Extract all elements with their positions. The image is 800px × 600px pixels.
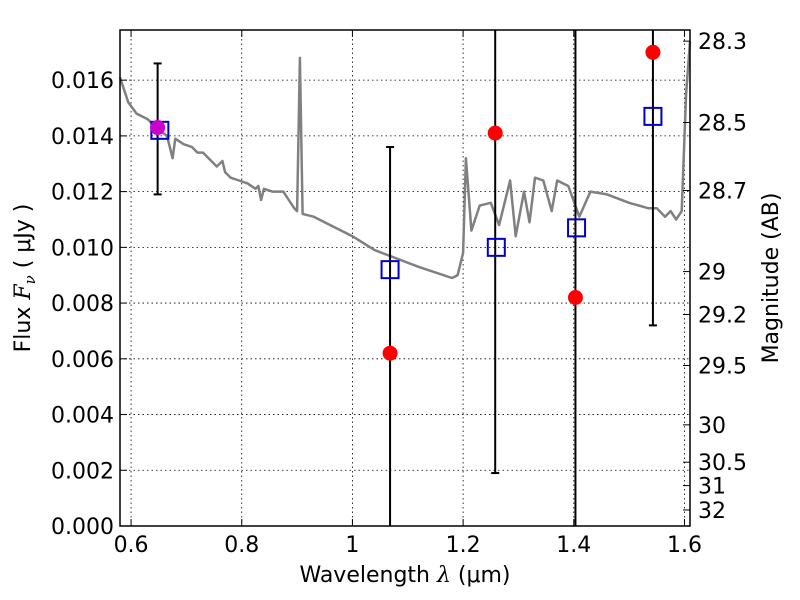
- y-tick-label: 0.008: [51, 292, 114, 317]
- y-tick-label: 0.012: [51, 181, 114, 206]
- data-layer: [118, 30, 692, 526]
- x-tick-label: 0.6: [114, 533, 149, 558]
- observed-flux-point: [150, 120, 166, 136]
- y2-tick-label: 28.5: [698, 112, 747, 137]
- x-tick-label: 0.8: [224, 533, 259, 558]
- grid: [120, 30, 690, 526]
- model-band-square: [643, 106, 663, 126]
- model-band-square: [486, 237, 506, 257]
- x-tick-label: 1: [345, 533, 359, 558]
- y-tick-label: 0.014: [51, 125, 114, 150]
- y2-tick-label: 29: [698, 261, 726, 286]
- y2-tick-label: 30: [698, 414, 726, 439]
- observed-flux-point: [487, 125, 503, 141]
- y2-tick-label: 28.3: [698, 30, 747, 55]
- y2-axis-label: Magnitude (AB): [759, 193, 784, 364]
- model-band-square: [567, 218, 587, 238]
- axes: 0.6 0.8 1 1.2 1.4 1.6 0.000 0.002 0.004 0.006 0.00…: [51, 30, 747, 558]
- plot-frame: [119, 29, 691, 527]
- y2-tick-label: 31: [698, 475, 726, 500]
- y-tick-label: 0.004: [51, 404, 114, 429]
- y2-tick-label: 29.2: [698, 304, 747, 329]
- y-tick-label: 0.016: [51, 69, 114, 94]
- y-axis-label: Flux Fν ( μJy ): [11, 204, 39, 353]
- y-tick-label: 0.010: [51, 236, 114, 261]
- y-tick-label: 0.002: [51, 459, 114, 484]
- y-tick-label: 0.000: [51, 515, 114, 540]
- observed-flux-point: [645, 44, 661, 60]
- y2-tick-label: 28.7: [698, 180, 747, 205]
- y-tick-label: 0.006: [51, 348, 114, 373]
- x-tick-label: 1.4: [556, 533, 591, 558]
- observed-flux-point: [382, 345, 398, 361]
- model-band-square: [380, 260, 400, 280]
- x-tick-label: 1.2: [446, 533, 481, 558]
- y2-tick-label: 29.5: [698, 354, 747, 379]
- model-spectrum-line: [118, 41, 692, 280]
- x-tick-label: 1.6: [667, 533, 702, 558]
- y2-tick-label: 30.5: [698, 451, 747, 476]
- x-axis-label: Wavelength λ (μm): [299, 563, 510, 588]
- observed-flux-point: [567, 290, 583, 306]
- y2-tick-label: 32: [698, 499, 726, 524]
